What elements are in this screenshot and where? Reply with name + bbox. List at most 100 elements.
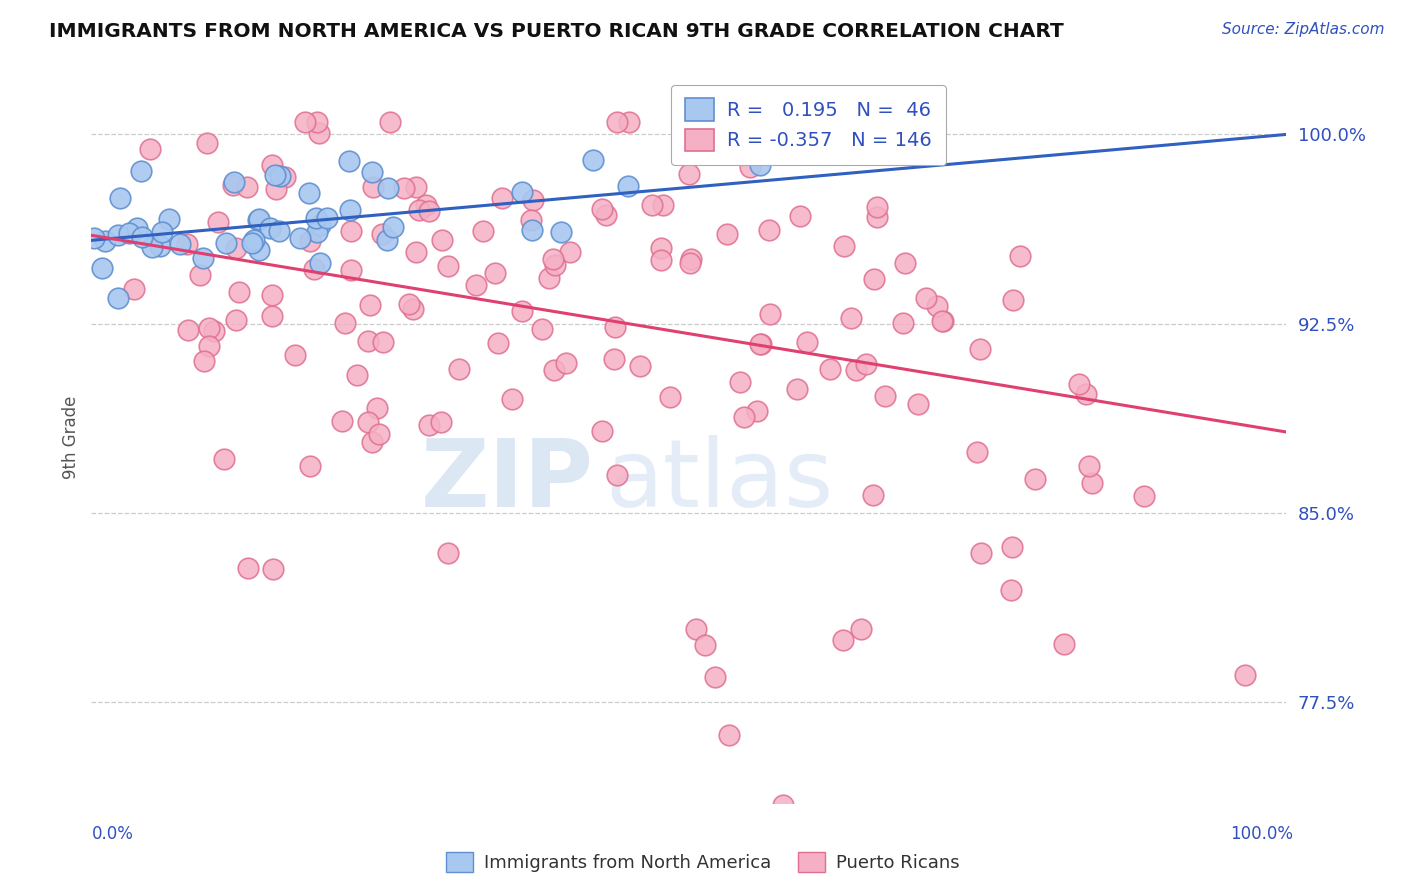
Point <box>749 337 772 351</box>
Point <box>138 142 160 156</box>
Point <box>582 153 605 167</box>
Point <box>436 259 458 273</box>
Text: IMMIGRANTS FROM NORTH AMERICA VS PUERTO RICAN 9TH GRADE CORRELATION CHART: IMMIGRANTS FROM NORTH AMERICA VS PUERTO … <box>49 22 1064 41</box>
Point <box>745 404 768 418</box>
Point <box>537 270 560 285</box>
Point <box>122 282 145 296</box>
Point <box>862 488 884 502</box>
Point <box>436 546 458 560</box>
Point <box>297 186 319 201</box>
Point <box>190 268 212 283</box>
Point <box>866 210 889 224</box>
Point <box>149 239 172 253</box>
Point <box>914 291 936 305</box>
Point <box>402 301 425 316</box>
Point <box>202 324 225 338</box>
Point <box>1081 476 1104 491</box>
Point <box>247 244 270 258</box>
Point <box>1002 293 1025 307</box>
Point <box>558 244 581 259</box>
Point <box>640 197 662 211</box>
Point <box>335 316 357 330</box>
Point <box>246 213 269 227</box>
Point <box>693 638 716 652</box>
Point <box>931 313 953 327</box>
Point <box>966 445 988 459</box>
Point <box>193 353 215 368</box>
Point <box>107 291 129 305</box>
Point <box>550 225 572 239</box>
Point <box>891 316 914 330</box>
Text: atlas: atlas <box>605 435 834 527</box>
Point <box>131 229 153 244</box>
Point <box>305 225 328 239</box>
Point <box>772 798 794 813</box>
Point <box>214 452 236 467</box>
Point <box>415 198 437 212</box>
Point <box>820 362 842 376</box>
Point <box>264 168 287 182</box>
Point <box>418 203 440 218</box>
Point <box>371 334 394 349</box>
Point <box>274 170 297 185</box>
Point <box>1000 583 1022 598</box>
Point <box>652 198 675 212</box>
Point <box>834 238 856 252</box>
Point <box>380 115 402 129</box>
Point <box>873 115 896 129</box>
Point <box>970 545 993 559</box>
Point <box>418 418 440 433</box>
Point <box>222 175 245 189</box>
Legend: R =   0.195   N =  46, R = -0.357   N = 146: R = 0.195 N = 46, R = -0.357 N = 146 <box>671 85 946 165</box>
Point <box>863 272 886 286</box>
Point <box>346 368 368 382</box>
Point <box>260 158 283 172</box>
Point <box>759 307 782 321</box>
Point <box>679 255 702 269</box>
Point <box>309 218 332 232</box>
Point <box>543 363 565 377</box>
Point <box>733 409 755 424</box>
Point <box>738 160 761 174</box>
Point <box>339 263 361 277</box>
Point <box>262 287 284 301</box>
Point <box>606 115 628 129</box>
Text: 0.0%: 0.0% <box>91 825 134 843</box>
Point <box>339 224 361 238</box>
Point <box>758 223 780 237</box>
Point <box>522 193 544 207</box>
Point <box>932 314 955 328</box>
Point <box>198 339 221 353</box>
Point <box>169 237 191 252</box>
Point <box>398 297 420 311</box>
Point <box>225 241 247 255</box>
Point <box>375 233 398 247</box>
Point <box>501 392 523 406</box>
Point <box>240 235 263 250</box>
Point <box>520 222 543 236</box>
Point <box>855 357 877 371</box>
Point <box>1024 472 1046 486</box>
Point <box>464 278 486 293</box>
Point <box>841 310 863 325</box>
Point <box>628 359 651 374</box>
Point <box>259 221 281 235</box>
Point <box>392 181 415 195</box>
Point <box>302 262 325 277</box>
Point <box>91 261 114 276</box>
Point <box>108 191 131 205</box>
Point <box>236 561 259 575</box>
Point <box>430 415 453 429</box>
Point <box>305 211 328 226</box>
Point <box>907 397 929 411</box>
Text: ZIP: ZIP <box>420 435 593 527</box>
Point <box>370 227 392 242</box>
Point <box>531 322 554 336</box>
Y-axis label: 9th Grade: 9th Grade <box>62 395 80 479</box>
Point <box>405 245 427 260</box>
Point <box>591 425 613 439</box>
Point <box>339 203 361 218</box>
Point <box>927 299 949 313</box>
Point <box>1234 668 1257 682</box>
Point <box>94 234 117 248</box>
